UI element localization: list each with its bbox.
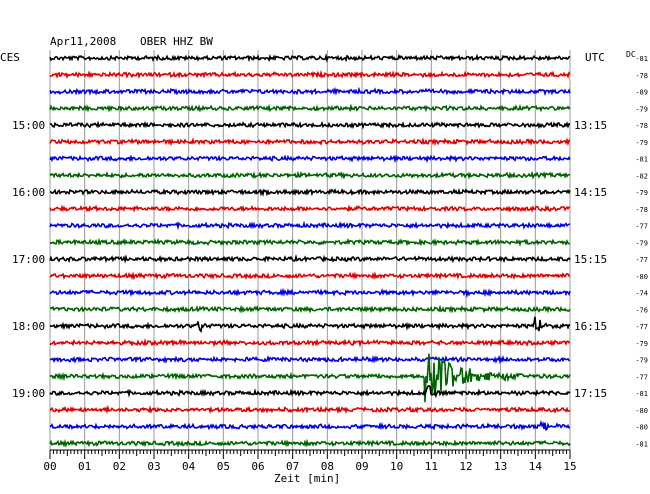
trace-row (49, 419, 570, 432)
x-tick-label: 00 (43, 460, 56, 473)
x-tick-label: 12 (459, 460, 472, 473)
dc-offset-label: -80 (635, 407, 648, 415)
trace-row (49, 271, 571, 281)
chart-labels: Apr11,2008 OBER HHZ BW CES UTC DC Zeit [… (0, 35, 648, 485)
trace-row (49, 337, 571, 348)
x-tick-label: 08 (321, 460, 334, 473)
chart-date: Apr11,2008 (50, 35, 116, 48)
trace-row (49, 237, 571, 247)
dc-offset-label: -80 (635, 273, 648, 281)
x-tick-label: 09 (355, 460, 368, 473)
x-axis-label: Zeit [min] (274, 472, 340, 485)
right-hour-label: 16:15 (574, 320, 607, 333)
trace-row (49, 385, 571, 399)
dc-offset-label: -79 (635, 189, 648, 197)
dc-offset-label: -81 (635, 440, 648, 448)
trace-row (49, 69, 571, 80)
seismic-traces (49, 53, 571, 448)
dc-offset-label: -81 (635, 156, 648, 164)
x-tick-label: 10 (390, 460, 403, 473)
trace-row (49, 354, 571, 365)
trace-row (49, 103, 571, 113)
trace-row (49, 204, 571, 213)
dc-offset-label: -81 (635, 55, 648, 63)
dc-offset-label: -79 (635, 340, 648, 348)
trace-row (49, 120, 570, 130)
trace-row (49, 316, 571, 334)
left-timezone-label: CES (0, 51, 20, 64)
x-tick-label: 07 (286, 460, 299, 473)
dc-label: DC (626, 50, 636, 59)
dc-offset-label: -78 (635, 72, 648, 80)
x-tick-label: 11 (425, 460, 438, 473)
dc-offset-label: -79 (635, 357, 648, 365)
x-tick-label: 01 (78, 460, 91, 473)
trace-row (49, 154, 571, 164)
dc-offset-label: -78 (635, 122, 648, 130)
right-hour-label: 15:15 (574, 253, 607, 266)
left-hour-label: 17:00 (12, 253, 45, 266)
chart-station: OBER HHZ BW (140, 35, 213, 48)
trace-row (49, 304, 571, 314)
trace-row (49, 438, 571, 448)
right-hour-label: 14:15 (574, 186, 607, 199)
trace-row (49, 220, 571, 231)
trace-row (49, 287, 571, 299)
x-tick-label: 06 (251, 460, 264, 473)
dc-offset-label: -79 (635, 105, 648, 113)
right-timezone-label: UTC (585, 51, 605, 64)
trace-row (49, 353, 571, 403)
dc-offset-label: -79 (635, 139, 648, 147)
dc-offset-label: -76 (635, 306, 648, 314)
dc-offset-label: -80 (635, 424, 648, 432)
x-tick-label: 03 (147, 460, 160, 473)
left-hour-label: 16:00 (12, 186, 45, 199)
dc-offset-label: -89 (635, 89, 648, 97)
x-tick-label: 15 (563, 460, 576, 473)
dc-offset-label: -79 (635, 239, 648, 247)
x-tick-label: 14 (529, 460, 543, 473)
x-tick-label: 13 (494, 460, 507, 473)
dc-offset-label: -77 (635, 373, 648, 381)
x-tick-label: 05 (217, 460, 230, 473)
trace-row (49, 86, 571, 97)
left-hour-label: 15:00 (12, 119, 45, 132)
trace-row (49, 404, 571, 415)
trace-row (49, 253, 571, 264)
left-hour-label: 18:00 (12, 320, 45, 333)
left-hour-label: 19:00 (12, 387, 45, 400)
dc-offset-label: -82 (635, 172, 648, 180)
right-hour-label: 13:15 (574, 119, 607, 132)
dc-offset-label: -78 (635, 206, 648, 214)
dc-offset-label: -77 (635, 323, 648, 331)
dc-offset-label: -77 (635, 256, 648, 264)
trace-row (49, 170, 570, 180)
time-grid (49, 50, 571, 459)
trace-row (49, 187, 571, 197)
x-tick-label: 02 (113, 460, 126, 473)
right-hour-label: 17:15 (574, 387, 607, 400)
x-tick-label: 04 (182, 460, 196, 473)
trace-row (49, 136, 571, 147)
trace-row (49, 53, 571, 63)
dc-offset-label: -74 (635, 290, 648, 298)
dc-offset-label: -77 (635, 223, 648, 231)
dc-offset-label: -81 (635, 390, 648, 398)
